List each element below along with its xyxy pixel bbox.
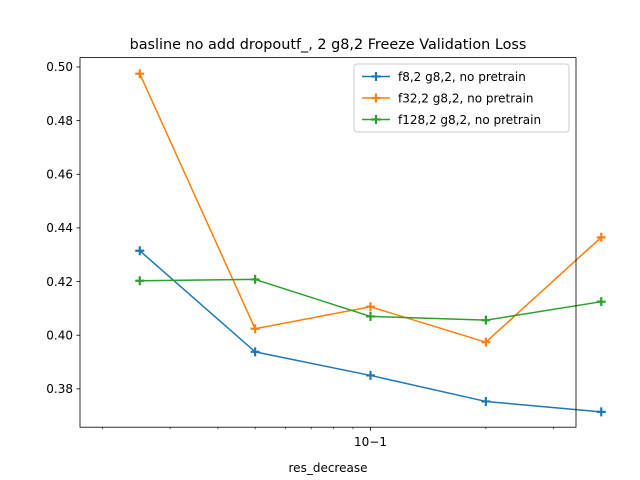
- data-point: [366, 302, 375, 312]
- data-point: [596, 407, 606, 417]
- data-point: [481, 315, 491, 325]
- legend-label: f32,2 g8,2, no pretrain: [398, 91, 533, 105]
- legend-entry: f32,2 g8,2, no pretrain: [362, 91, 533, 105]
- data-point: [135, 276, 145, 286]
- legend: f8,2 g8,2, no pretrain f32,2 g8,2, no pre…: [353, 63, 570, 133]
- axes-frame: [79, 57, 577, 428]
- y-axis: 0.38 0.40 0.42 0.44 0.46 0.48 0.50: [46, 60, 80, 396]
- y-tick-label: 0.46: [46, 167, 73, 181]
- x-tick-label: 10−1: [354, 435, 387, 449]
- data-point: [135, 69, 145, 79]
- data-point: [481, 337, 491, 347]
- plot-area: [135, 69, 606, 417]
- y-tick-label: 0.48: [46, 114, 73, 128]
- series-2: [135, 69, 606, 347]
- x-axis-label: res_decrease: [289, 461, 368, 475]
- data-point: [596, 297, 606, 307]
- legend-label: f128,2 g8,2, no pretrain: [398, 113, 541, 127]
- y-tick-label: 0.44: [46, 221, 73, 235]
- legend-entry: f8,2 g8,2, no pretrain: [362, 70, 526, 84]
- series-line: [139, 250, 602, 413]
- data-point: [596, 232, 606, 242]
- legend-entry: f128,2 g8,2, no pretrain: [362, 113, 541, 127]
- series-3: [135, 274, 606, 325]
- data-point: [250, 324, 260, 334]
- data-point: [481, 396, 491, 406]
- y-tick-label: 0.40: [46, 328, 73, 342]
- data-point: [250, 347, 260, 357]
- legend-box: [353, 63, 570, 133]
- data-point: [366, 311, 375, 321]
- legend-label: f8,2 g8,2, no pretrain: [398, 70, 526, 84]
- series-1: [135, 246, 606, 417]
- chart-title: basline no add dropoutf_, 2 g8,2 Freeze …: [130, 37, 527, 53]
- data-point: [135, 246, 145, 256]
- y-tick-label: 0.38: [46, 382, 73, 396]
- data-point: [366, 370, 375, 380]
- y-tick-label: 0.50: [46, 60, 73, 74]
- legend-marker: [371, 93, 381, 103]
- x-axis: 10−1: [102, 427, 554, 449]
- y-tick-label: 0.42: [46, 275, 73, 289]
- legend-marker: [371, 72, 381, 81]
- legend-marker: [371, 115, 381, 124]
- data-point: [250, 274, 260, 284]
